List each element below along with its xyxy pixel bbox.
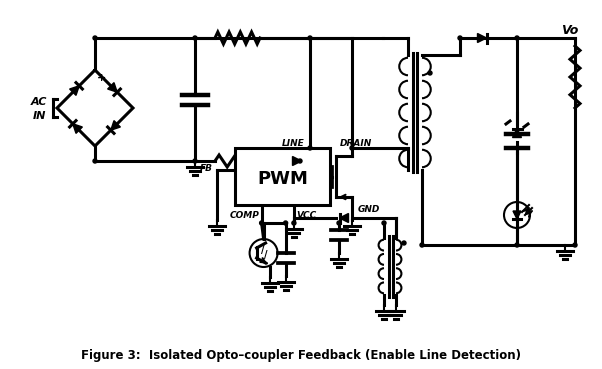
Text: /: / [264,250,267,260]
Polygon shape [70,86,79,95]
Circle shape [382,221,386,225]
Circle shape [298,159,302,163]
Text: COMP: COMP [230,210,259,220]
Text: Figure 3:  Isolated Opto–coupler Feedback (Enable Line Detection): Figure 3: Isolated Opto–coupler Feedback… [81,348,521,362]
Text: +: + [96,73,105,83]
Circle shape [193,36,197,40]
Circle shape [93,36,97,40]
FancyBboxPatch shape [235,148,330,205]
Polygon shape [73,124,82,133]
Text: DRAIN: DRAIN [340,138,372,148]
Circle shape [350,146,354,150]
Text: PWM: PWM [257,170,308,189]
Circle shape [292,221,296,225]
Circle shape [308,146,312,150]
Polygon shape [513,211,521,219]
Text: FB: FB [200,164,213,173]
Text: AC: AC [31,97,47,107]
Circle shape [337,221,341,225]
Circle shape [515,36,519,40]
Polygon shape [477,34,486,42]
Circle shape [573,243,577,247]
Circle shape [515,243,519,247]
Circle shape [259,221,264,225]
Text: LINE: LINE [282,138,305,148]
Circle shape [308,36,312,40]
Polygon shape [108,83,117,92]
Text: VCC: VCC [296,210,316,220]
Text: GND: GND [358,206,380,214]
Polygon shape [293,156,302,166]
Polygon shape [340,214,349,223]
Text: Vo: Vo [561,24,579,37]
Circle shape [284,221,288,225]
Text: /: / [261,245,264,255]
Polygon shape [111,121,120,130]
Circle shape [193,159,197,163]
Polygon shape [512,128,521,138]
Circle shape [402,241,406,245]
Circle shape [420,243,424,247]
Circle shape [93,159,97,163]
Circle shape [458,36,462,40]
Circle shape [428,71,432,75]
Text: IN: IN [33,111,46,121]
